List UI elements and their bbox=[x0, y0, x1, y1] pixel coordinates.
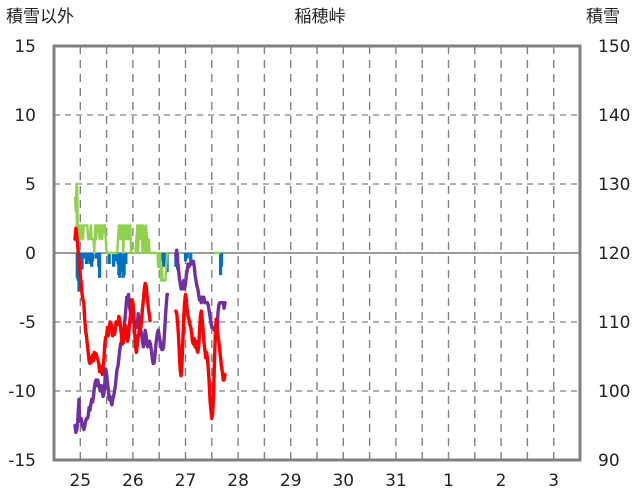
x-tick: 28 bbox=[227, 471, 249, 491]
bar bbox=[94, 253, 98, 259]
bar bbox=[112, 253, 116, 267]
left-y-tick: -15 bbox=[8, 451, 36, 471]
right-y-tick-labels: 150 140 130 120 110 100 90 bbox=[598, 37, 630, 471]
right-axis-title: 積雪 bbox=[586, 7, 620, 27]
series-line-green bbox=[73, 182, 169, 282]
right-y-tick: 100 bbox=[598, 382, 630, 402]
x-tick: 26 bbox=[122, 471, 144, 491]
left-axis-title: 積雪以外 bbox=[6, 7, 74, 27]
right-y-tick: 120 bbox=[598, 244, 630, 264]
bar bbox=[80, 253, 84, 270]
right-y-tick: 140 bbox=[598, 106, 630, 126]
bar bbox=[86, 253, 90, 262]
bars-layer bbox=[75, 253, 224, 292]
bar bbox=[189, 253, 193, 265]
x-tick: 1 bbox=[443, 471, 454, 491]
x-tick: 31 bbox=[385, 471, 407, 491]
left-y-tick: 0 bbox=[25, 244, 36, 264]
x-tick: 2 bbox=[496, 471, 507, 491]
x-tick: 29 bbox=[280, 471, 302, 491]
bar bbox=[88, 253, 92, 265]
x-tick: 30 bbox=[332, 471, 354, 491]
left-y-tick: -5 bbox=[19, 313, 36, 333]
left-y-tick: 15 bbox=[14, 37, 36, 57]
left-y-tick-labels: 15 10 5 0 -5 -10 -15 bbox=[8, 37, 36, 471]
bar bbox=[82, 253, 86, 259]
x-tick-labels: 25 26 27 28 29 30 31 1 2 3 bbox=[69, 471, 559, 491]
right-y-tick: 90 bbox=[598, 451, 620, 471]
chart-title: 稲穂峠 bbox=[295, 7, 346, 27]
plot-frame bbox=[52, 44, 582, 462]
left-y-tick: 10 bbox=[14, 106, 36, 126]
x-tick: 27 bbox=[175, 471, 197, 491]
right-y-tick: 110 bbox=[598, 313, 630, 333]
bar bbox=[124, 253, 128, 265]
x-tick: 3 bbox=[548, 471, 559, 491]
left-y-tick: -10 bbox=[8, 382, 36, 402]
bar bbox=[84, 253, 89, 265]
series-line-red bbox=[73, 226, 152, 377]
series-line-red2 bbox=[174, 292, 227, 421]
right-y-tick: 150 bbox=[598, 37, 630, 57]
left-y-tick: 5 bbox=[25, 175, 36, 195]
x-tick: 25 bbox=[69, 471, 91, 491]
bar bbox=[118, 253, 122, 278]
bar bbox=[90, 253, 95, 262]
bar bbox=[185, 253, 189, 259]
bar bbox=[113, 253, 117, 262]
right-y-tick: 130 bbox=[598, 175, 630, 195]
bar bbox=[97, 253, 102, 278]
bar bbox=[219, 253, 224, 267]
lines-layer bbox=[73, 182, 227, 435]
bar bbox=[107, 253, 111, 265]
bar bbox=[183, 253, 188, 262]
